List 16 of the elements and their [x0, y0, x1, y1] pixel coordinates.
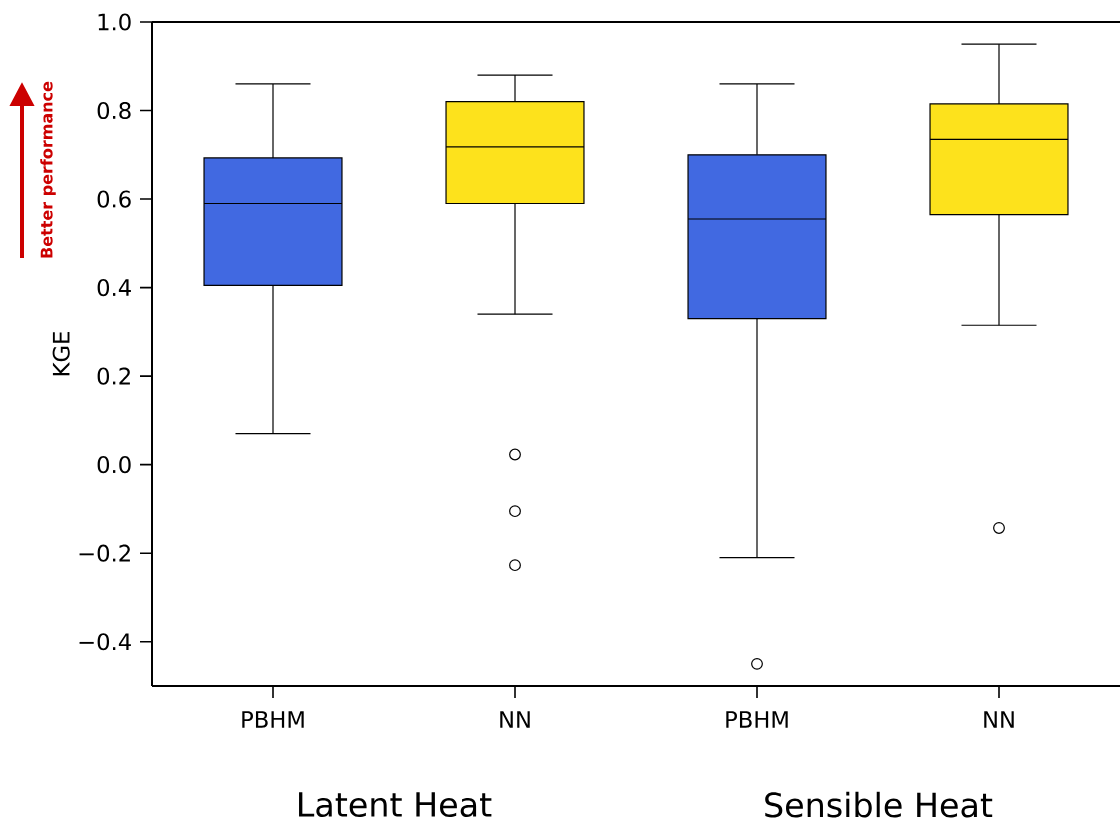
x-tick-label: PBHM: [242, 711, 304, 728]
y-tick-label: 0.6: [97, 190, 131, 208]
y-tick-label: 1.0: [98, 13, 131, 31]
y-tick-label: 0.0: [97, 456, 131, 474]
text: Sensible Heat: [765, 791, 993, 818]
text: Latent Heat: [299, 792, 492, 818]
x-tick-label: PBHM: [726, 711, 788, 728]
y-axis-title: KGE: [52, 332, 70, 376]
x-tick-label: NN: [500, 711, 530, 728]
y-tick-label: −0.2: [79, 544, 130, 562]
text: Better performance: [40, 81, 56, 258]
y-tick-label: 0.4: [97, 279, 131, 297]
x-tick-label: NN: [984, 711, 1014, 728]
y-tick-label: 0.2: [97, 367, 130, 385]
y-tick-label: 0.8: [97, 101, 131, 120]
y-tick-label: −0.4: [79, 633, 131, 651]
